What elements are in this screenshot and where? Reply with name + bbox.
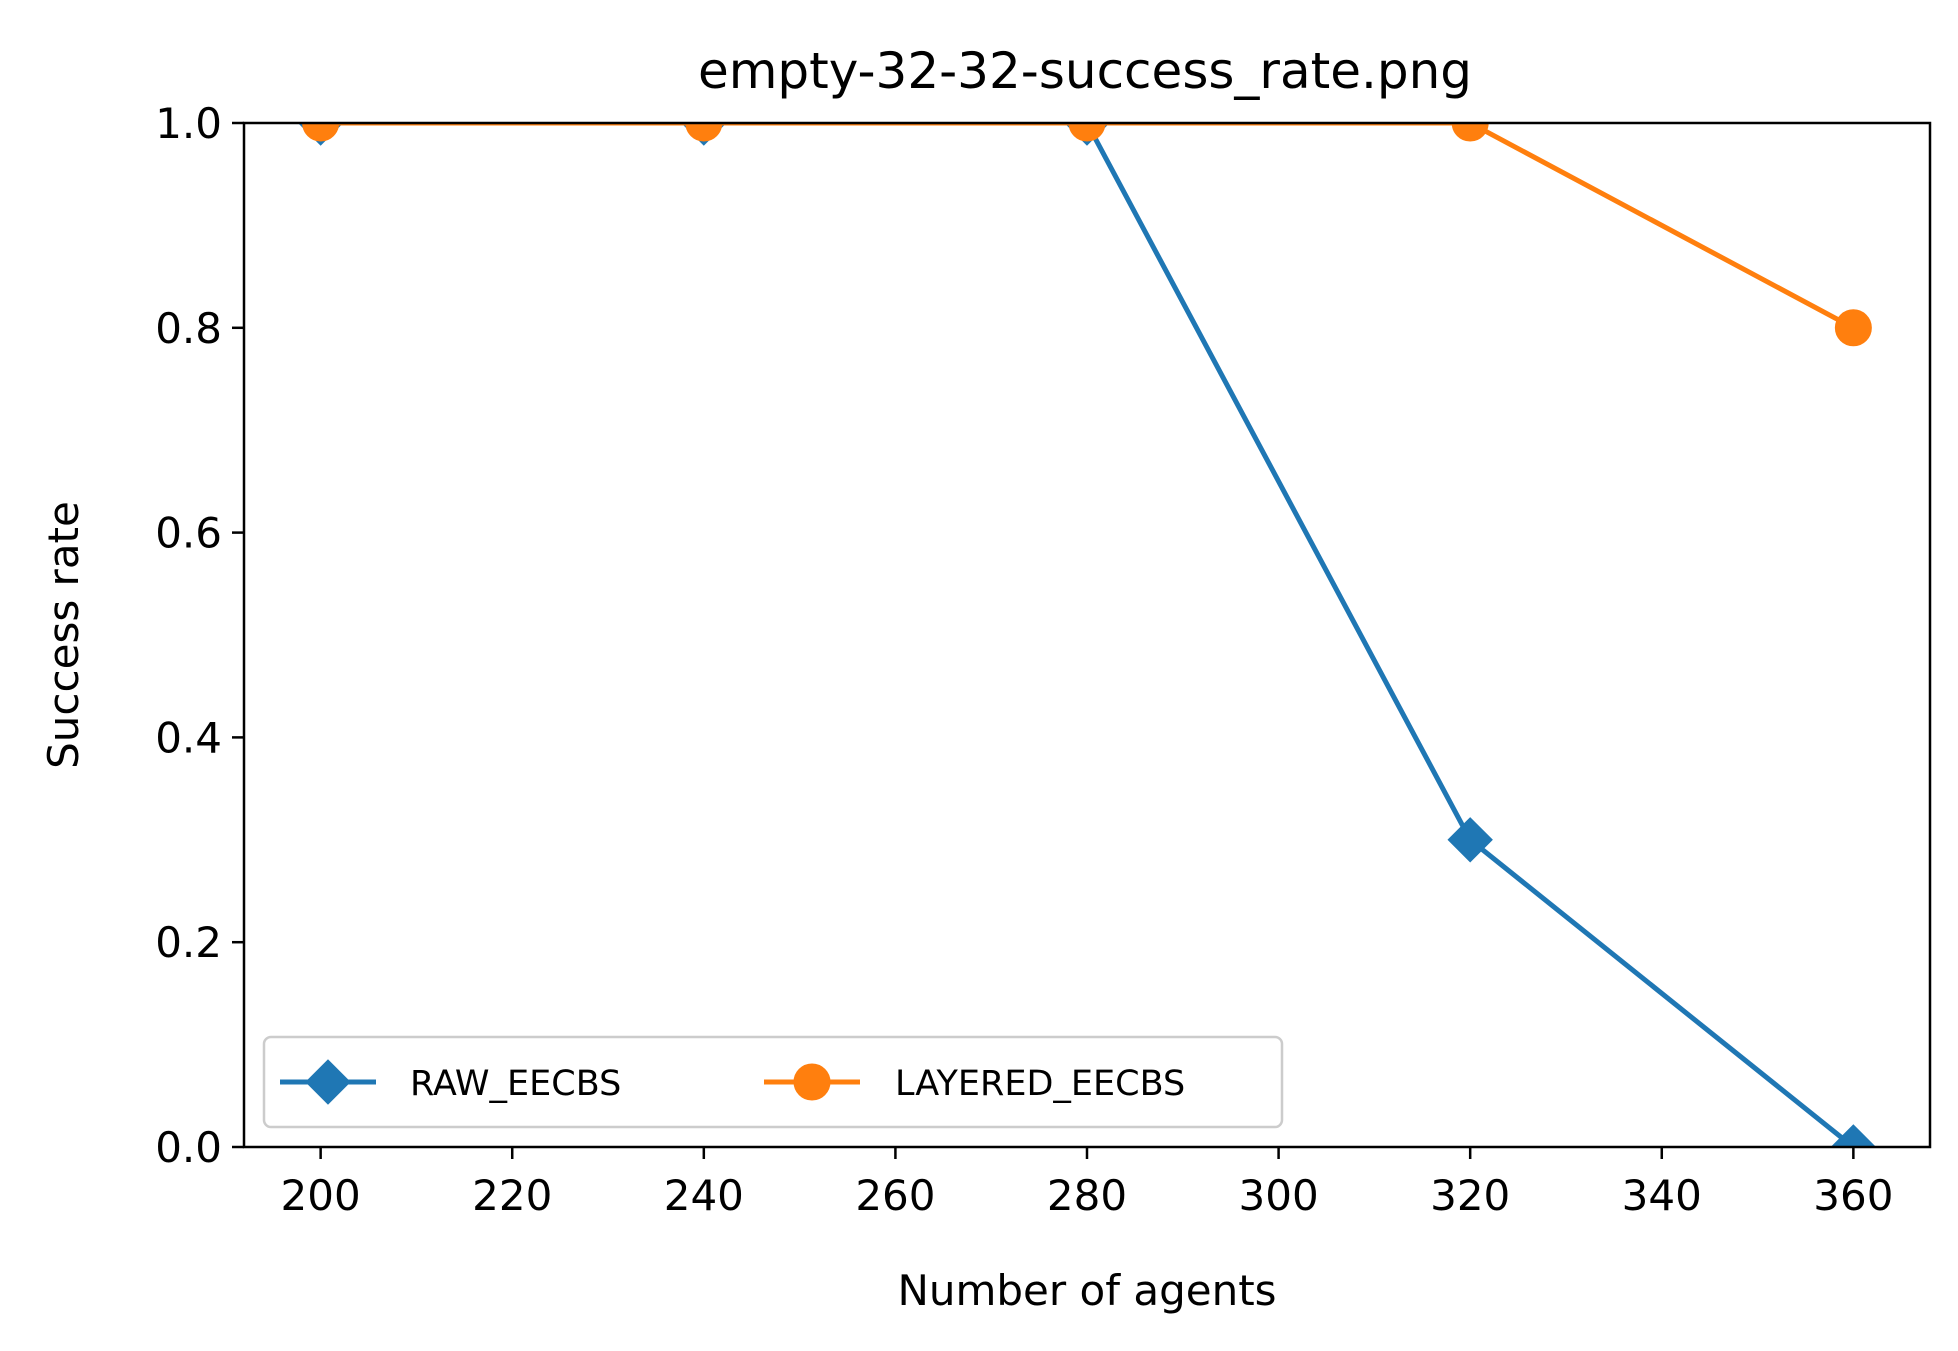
legend-entry-raw-eecbs: RAW_EECBS xyxy=(280,1059,621,1105)
x-tick-label: 200 xyxy=(281,1171,361,1220)
series-line-layered-eecbs xyxy=(320,123,1855,331)
x-tick-label: 280 xyxy=(1047,1171,1127,1220)
chart-title: empty-32-32-success_rate.png xyxy=(698,42,1472,100)
data-point-raw-eecbs xyxy=(1830,1124,1877,1147)
y-tick-label: 0.2 xyxy=(155,918,222,967)
legend: RAW_EECBS LAYERED_EECBS xyxy=(262,1035,1284,1129)
y-axis: 0.0 0.2 0.4 0.6 0.8 1.0 xyxy=(155,99,244,1172)
legend-label: RAW_EECBS xyxy=(410,1064,621,1104)
x-axis: 200 220 240 260 280 300 320 340 360 xyxy=(281,1147,1893,1220)
plot-area xyxy=(244,123,1930,1147)
data-point-layered-eecbs xyxy=(302,123,340,142)
y-tick-label: 0.4 xyxy=(155,713,222,762)
legend-label: LAYERED_EECBS xyxy=(895,1064,1185,1104)
data-point-raw-eecbs xyxy=(1447,817,1493,863)
legend-marker xyxy=(305,1059,351,1105)
y-axis-label: Success rate xyxy=(39,501,88,769)
y-tick-label: 0.6 xyxy=(155,509,222,558)
x-tick-label: 300 xyxy=(1239,1171,1319,1220)
legend-marker xyxy=(793,1063,831,1101)
x-tick-label: 320 xyxy=(1430,1171,1510,1220)
x-tick-label: 360 xyxy=(1813,1171,1893,1220)
series-layered-eecbs xyxy=(302,123,1872,347)
x-tick-label: 260 xyxy=(855,1171,935,1220)
x-tick-label: 220 xyxy=(472,1171,552,1220)
data-point-layered-eecbs xyxy=(1834,309,1872,347)
y-tick-label: 0.8 xyxy=(155,304,222,353)
x-axis-label: Number of agents xyxy=(897,1266,1276,1315)
x-tick-label: 240 xyxy=(664,1171,744,1220)
x-tick-label: 340 xyxy=(1622,1171,1702,1220)
legend-entry-layered-eecbs: LAYERED_EECBS xyxy=(764,1063,1185,1104)
y-tick-label: 0.0 xyxy=(155,1123,222,1172)
data-point-layered-eecbs xyxy=(685,123,723,142)
data-point-layered-eecbs xyxy=(1451,123,1489,142)
y-tick-label: 1.0 xyxy=(155,99,222,148)
series-line-raw-eecbs xyxy=(320,123,1855,1147)
data-point-layered-eecbs xyxy=(1068,123,1106,142)
series-layer xyxy=(297,123,1877,1147)
